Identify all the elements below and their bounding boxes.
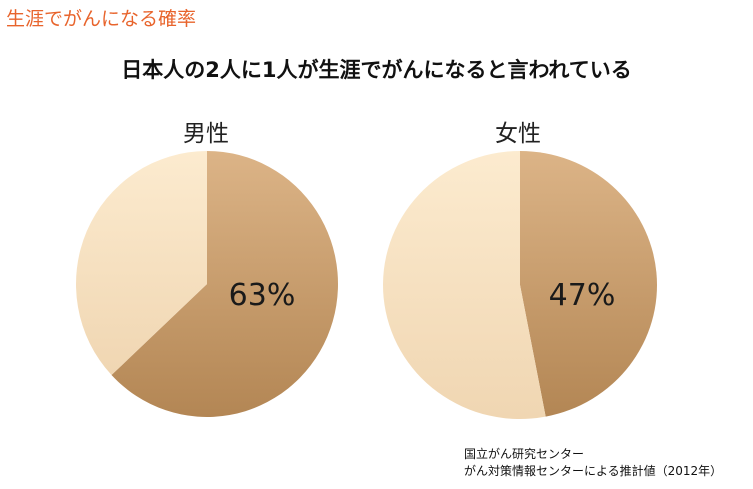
pie-value-label-female: 47% (548, 278, 616, 313)
pie-value-label-male: 63% (228, 278, 296, 313)
pie-title-male: 男性 (183, 121, 229, 147)
pie-slice-remainder (383, 151, 546, 419)
pie-slice-value (111, 151, 338, 417)
source-note: 国立がん研究センター がん対策情報センターによる推計値（2012年） (464, 446, 722, 480)
pie-slice-remainder (75, 151, 207, 376)
pie-chart-male (75, 151, 338, 417)
pie-title-female: 女性 (495, 121, 541, 147)
main-title: 日本人の2人に1人が生涯でがんになると言われている (121, 58, 632, 82)
pie-chart-female (383, 151, 657, 419)
header-title: 生涯でがんになる確率 (6, 8, 197, 30)
pie-slice-value (520, 151, 657, 417)
source-line-2: がん対策情報センターによる推計値（2012年） (464, 464, 723, 478)
source-line-1: 国立がん研究センター (464, 447, 585, 461)
